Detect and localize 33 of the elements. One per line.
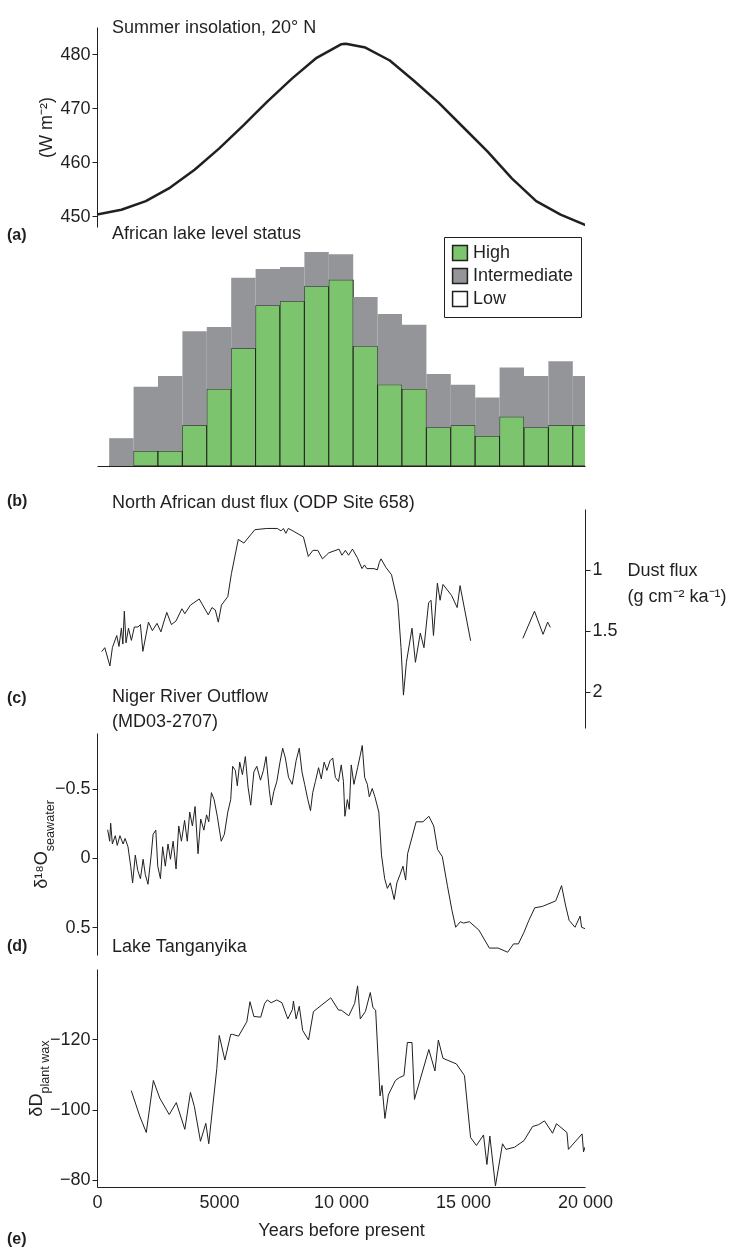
chart-title: Niger River Outflow (MD03-2707) [112,686,270,731]
y-tick-label: 0 [80,847,91,868]
y-axis-title: (W m⁻²) [36,97,57,158]
y-tick-label: −100 [49,1099,91,1120]
y-tick-label: −120 [49,1028,91,1049]
y-tick-label: −80 [59,1169,91,1190]
text: (e) [7,1230,27,1247]
x-tick-label: 10 000 [313,1191,370,1212]
y-tick-label: 460 [60,151,91,172]
legend-label: High [473,242,511,262]
y-tick-label: 0.5 [65,916,91,937]
y-tick-label: −0.5 [54,778,91,798]
text: (b) [7,492,28,509]
chart-title: African lake level status [112,223,302,243]
y2-tick-label: 1 [592,559,603,580]
y-tick-label: 480 [60,43,91,64]
y2-tick-label: 2 [592,681,603,701]
x-tick-label: 5000 [199,1191,240,1212]
y-tick-label: 450 [60,205,91,226]
x-axis-title: Years before present [258,1219,425,1240]
legend-label: Intermediate [473,265,574,285]
text: (c) [7,689,27,706]
chart-title: Lake Tanganyika [112,936,248,956]
x-tick-label: 20 000 [557,1191,614,1212]
legend-label: Low [473,288,508,308]
y-tick-label: 470 [60,97,91,118]
text: (d) [7,937,28,954]
text: (a) [7,226,27,243]
y2-tick-label: 1.5 [592,620,618,641]
chart-title: North African dust flux (ODP Site 658) [112,492,415,512]
chart-title: Summer insolation, 20° N [112,17,317,37]
y2-axis-title: Dust flux (g cm⁻² ka⁻¹) [627,559,727,606]
x-tick-label: 15 000 [435,1191,492,1212]
